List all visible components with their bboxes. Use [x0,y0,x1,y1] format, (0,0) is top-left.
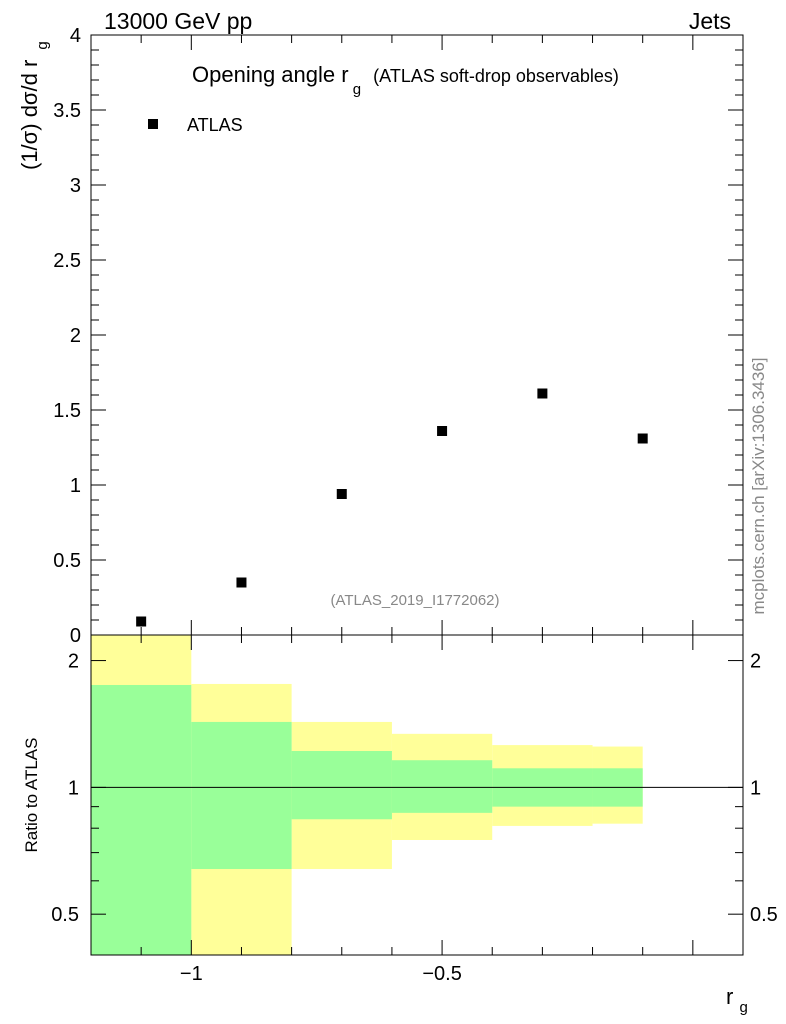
ratio-y-tick-label-right: 2 [750,651,761,673]
analysis-watermark: (ATLAS_2019_I1772062) [330,592,499,609]
main-y-label-main: (1/σ) dσ/d r [17,60,42,170]
ratio-y-tick-label-right: 0.5 [750,904,778,926]
legend-label: ATLAS [187,115,243,135]
ratio-y-tick-label-right: 1 [750,777,761,799]
plot-title-extra: (ATLAS soft-drop observables) [373,66,619,86]
ratio-y-tick-label: 2 [68,651,79,673]
main-y-tick-label: 3.5 [53,100,81,122]
ratio-band-stat [91,684,192,955]
x-axis-label: r g [726,984,748,1016]
main-y-axis: 0 0.5 1 1.5 2 2.5 3 3.5 4 [53,25,743,647]
plot-title-sub: g [353,81,361,98]
ratio-plot-frame [90,634,744,956]
main-y-tick-label: 1.5 [53,400,81,422]
ratio-y-label: Ratio to ATLAS [22,738,41,853]
x-axis-label-sub: g [739,999,747,1016]
atlas-data-point [537,388,548,399]
atlas-data-point [637,433,648,444]
main-y-tick-label: 0.5 [53,550,81,572]
ratio-y-tick-label: 1 [68,777,79,799]
legend-marker [148,119,158,129]
atlas-data-point [336,489,347,499]
atlas-data-points [136,388,648,627]
header-right: Jets [689,8,731,34]
ratio-band-stat [391,760,493,813]
x-axis-label-main: r [726,984,733,1009]
main-x-axis [90,35,744,635]
main-y-tick-label: 1 [70,475,81,497]
main-y-tick-label: 2 [70,325,81,347]
main-y-tick-label: 4 [70,25,81,47]
x-tick-label: −1 [180,963,203,985]
atlas-data-point [236,577,247,588]
ratio-y-axis: 0.5 0.5 1 1 2 2 [51,651,778,927]
atlas-data-point [136,616,147,627]
header-left: 13000 GeV pp [104,8,252,34]
main-y-label: (1/σ) dσ/d r g [17,41,51,170]
atlas-data-point [437,426,448,436]
ratio-x-axis: −1 −0.5 [90,635,744,985]
ratio-panel: 0.5 0.5 1 1 2 2 −1 −0.5 Ratio to ATLAS r g [22,634,778,1016]
main-y-label-sub: g [34,41,51,49]
main-plot-panel: 0 0.5 1 1.5 2 2.5 3 3.5 4 Opening angle r g (ATL… [17,25,744,647]
ratio-y-tick-label: 0.5 [51,904,79,926]
ratio-bands [91,635,643,955]
plot-title-main: Opening angle r [192,62,349,87]
x-tick-label: −0.5 [422,963,461,985]
ratio-band-stat [191,721,292,870]
main-y-tick-label: 0 [70,625,81,647]
main-y-tick-label: 3 [70,175,81,197]
side-label: mcplots.cern.ch [arXiv:1306.3436] [749,357,768,614]
ratio-band-stat [291,750,392,820]
plot-title: Opening angle r g (ATLAS soft-drop obser… [192,62,619,99]
main-y-tick-label: 2.5 [53,250,81,272]
